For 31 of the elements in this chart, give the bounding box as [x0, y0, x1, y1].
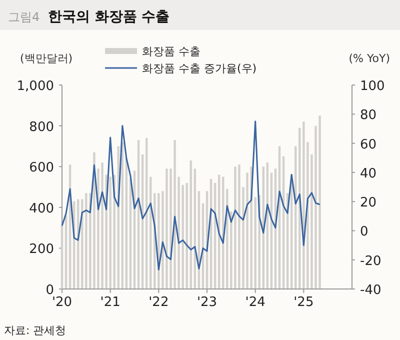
y2-tick-label: 80	[360, 108, 377, 124]
bar	[234, 166, 236, 289]
y-tick-label: 0	[46, 283, 54, 298]
legend-label: 화장품 수출	[142, 45, 200, 58]
y2-tick-label: -40	[360, 283, 382, 298]
bar	[174, 140, 176, 289]
x-tick-label: '25	[294, 295, 314, 310]
y-tick-label: 1,000	[16, 79, 54, 94]
y-tick-label: 200	[29, 242, 54, 258]
caption: 그림4	[8, 10, 40, 24]
text: 자료: 관세청	[4, 324, 66, 337]
y-tick-label: 600	[29, 160, 54, 176]
y2-tick-label: -20	[360, 254, 382, 269]
legend-label: 화장품 수출 증가율(우)	[142, 62, 257, 75]
chart-title: 한국의 화장품 수출	[48, 9, 170, 25]
y-tick-label: 400	[29, 201, 54, 216]
y2-tick-label: 20	[360, 196, 377, 211]
bar	[109, 176, 112, 289]
x-tick-label: '24	[245, 295, 266, 310]
y2-tick-label: 0	[360, 224, 368, 240]
bar	[60, 226, 64, 289]
x-tick-label: '21	[100, 295, 120, 310]
x-tick-label: '20	[52, 295, 72, 310]
x-tick-label: '22	[148, 295, 169, 310]
y2-tick-label: 40	[360, 166, 377, 182]
y2-tick-label: 100	[360, 79, 385, 94]
y2-tick-label: 60	[360, 137, 377, 152]
x-tick-label: '23	[196, 295, 218, 310]
y-tick-label: 800	[29, 120, 54, 135]
y-axis-title: (백만달러)	[20, 52, 73, 65]
y2-axis-title: (% YoY)	[348, 52, 390, 65]
